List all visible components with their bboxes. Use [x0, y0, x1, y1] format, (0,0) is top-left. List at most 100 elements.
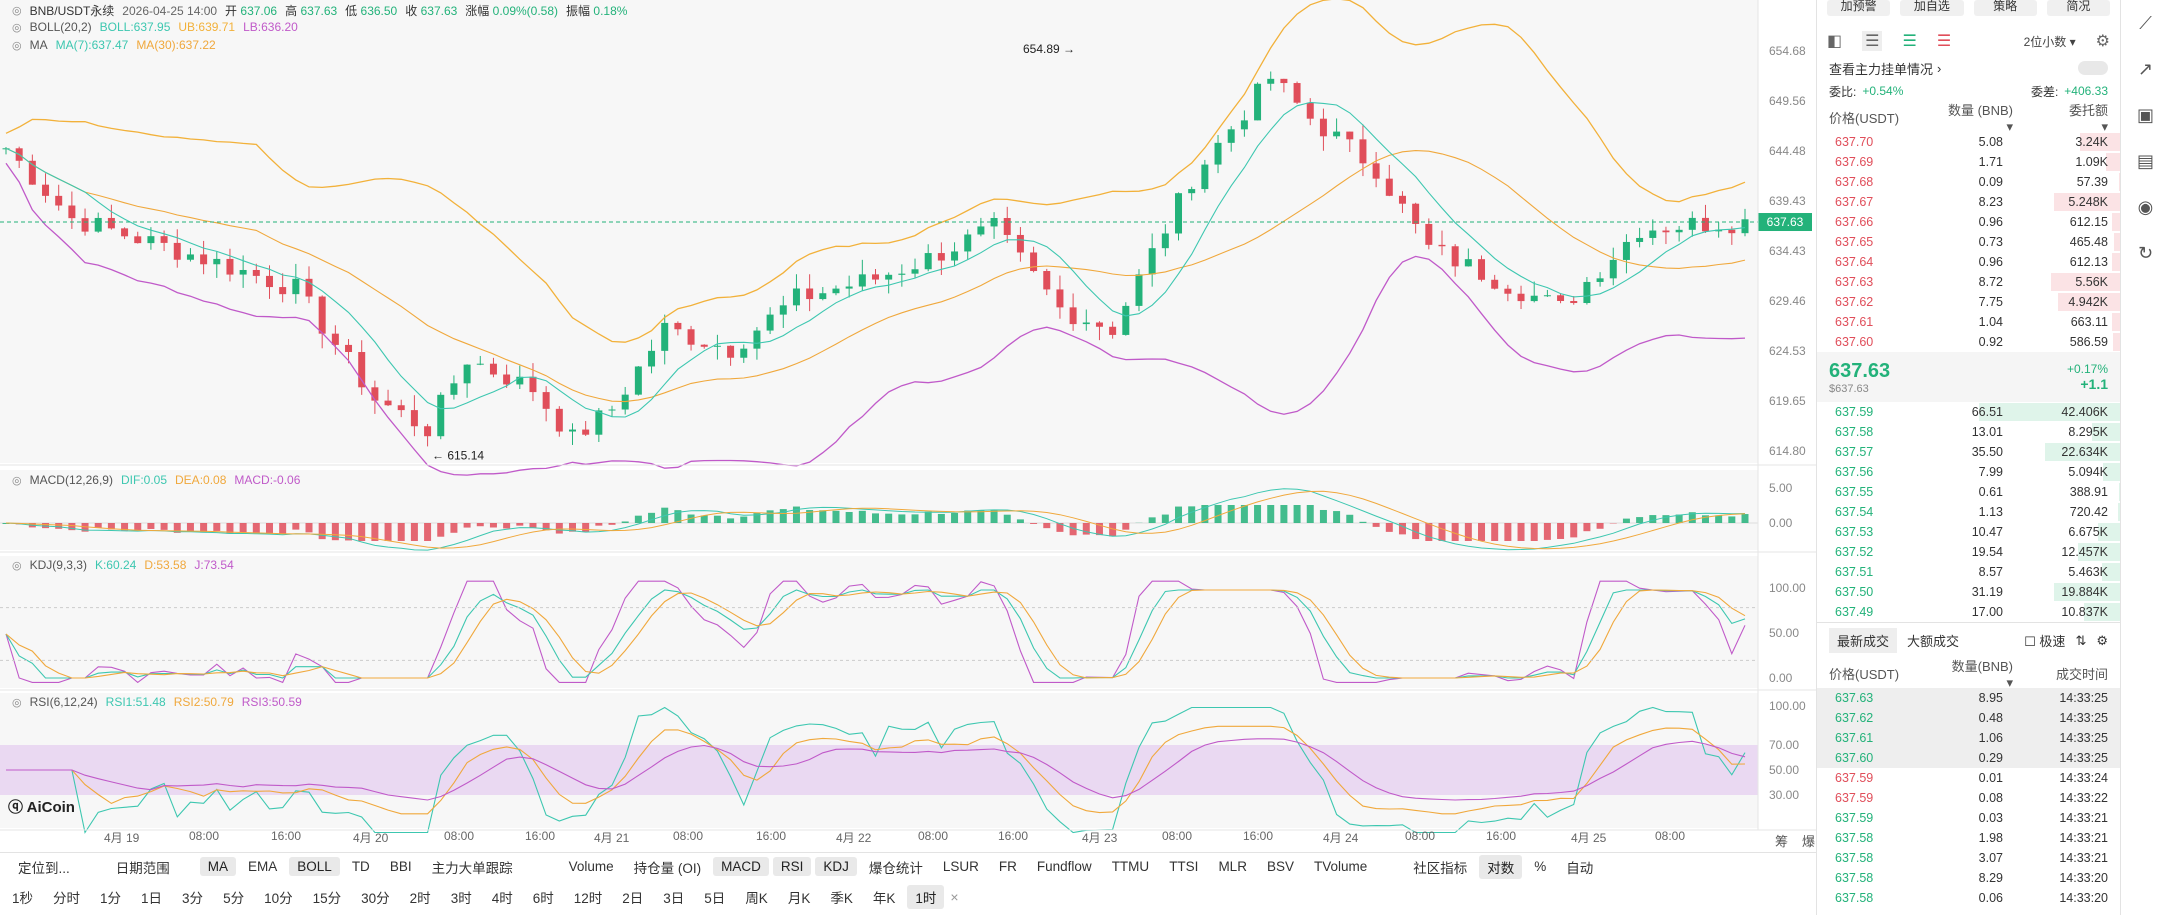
- bid-row[interactable]: 637.51 8.57 5.463K: [1817, 562, 2120, 582]
- indicator-17[interactable]: TTMU: [1111, 859, 1150, 874]
- interval-12[interactable]: 6时: [532, 891, 554, 906]
- macd-label[interactable]: MACD(12,26,9): [29, 473, 113, 487]
- indicator-15[interactable]: FR: [998, 859, 1017, 874]
- eye-icon[interactable]: ◎: [12, 39, 22, 52]
- col-qty[interactable]: 数量 (BNB) ▾: [1921, 100, 2013, 135]
- interval-14[interactable]: 2日: [622, 891, 644, 906]
- eye-icon[interactable]: ◎: [12, 559, 22, 572]
- bid-row[interactable]: 637.58 13.01 8.295K: [1817, 422, 2120, 442]
- interval-21[interactable]: 1时: [907, 885, 945, 909]
- fast-checkbox[interactable]: ☐ 极速: [2024, 634, 2066, 649]
- depth-link[interactable]: 查看主力挂单情况: [1829, 61, 1934, 77]
- indicator-2[interactable]: MA: [199, 857, 237, 876]
- interval-2[interactable]: 1分: [100, 891, 122, 906]
- ask-row[interactable]: 637.70 5.08 3.24K: [1817, 132, 2120, 152]
- indicator-16[interactable]: Fundflow: [1036, 859, 1092, 874]
- eye-icon[interactable]: ◎: [12, 21, 22, 34]
- interval-1[interactable]: 分时: [53, 891, 81, 906]
- indicator-0[interactable]: 定位到...: [18, 860, 70, 876]
- interval-5[interactable]: 5分: [223, 891, 245, 906]
- indicator-10[interactable]: MACD: [713, 857, 769, 876]
- interval-4[interactable]: 3分: [182, 891, 204, 906]
- indicator-13[interactable]: 爆仓统计: [868, 860, 923, 876]
- ask-row[interactable]: 637.62 7.75 4.942K: [1817, 292, 2120, 312]
- ask-row[interactable]: 637.66 0.96 612.15: [1817, 212, 2120, 232]
- bookmark-icon[interactable]: ◧: [1827, 33, 1843, 50]
- indicator-21[interactable]: TVolume: [1313, 859, 1368, 874]
- ask-row[interactable]: 637.60 0.92 586.59: [1817, 332, 2120, 352]
- ask-row[interactable]: 637.63 8.72 5.56K: [1817, 272, 2120, 292]
- col-total[interactable]: 委托额 ▾: [2013, 100, 2120, 135]
- interval-7[interactable]: 15分: [312, 891, 342, 906]
- bid-row[interactable]: 637.57 35.50 22.634K: [1817, 442, 2120, 462]
- ask-row[interactable]: 637.68 0.09 57.39: [1817, 172, 2120, 192]
- indicator-12[interactable]: KDJ: [815, 857, 857, 876]
- price-chart[interactable]: 637.63 654.89 → ← 615.14: [0, 0, 1816, 850]
- asks-only-icon[interactable]: ☰: [1936, 33, 1952, 50]
- action-button-2[interactable]: 策略: [1973, 0, 2037, 16]
- boll-label[interactable]: BOLL(20,2): [29, 20, 92, 34]
- interval-19[interactable]: 季K: [830, 891, 853, 906]
- indicator-22[interactable]: 社区指标: [1413, 860, 1468, 876]
- interval-11[interactable]: 4时: [491, 891, 513, 906]
- indicator-5[interactable]: TD: [351, 859, 370, 874]
- calendar-icon[interactable]: ▤: [2136, 150, 2154, 171]
- interval-16[interactable]: 5日: [704, 891, 726, 906]
- interval-0[interactable]: 1秒: [12, 891, 34, 906]
- liquidation-axis-button[interactable]: 爆: [1802, 834, 1816, 849]
- robot-icon[interactable]: ◉: [2137, 196, 2154, 217]
- indicator-20[interactable]: BSV: [1266, 859, 1294, 874]
- eye-icon[interactable]: ◎: [12, 5, 22, 17]
- bid-row[interactable]: 637.56 7.99 5.094K: [1817, 462, 2120, 482]
- eye-icon[interactable]: ◎: [12, 696, 22, 709]
- indicator-24[interactable]: %: [1534, 859, 1547, 874]
- interval-6[interactable]: 10分: [264, 891, 293, 906]
- ask-row[interactable]: 637.64 0.96 612.13: [1817, 252, 2120, 272]
- ask-row[interactable]: 637.61 1.04 663.11: [1817, 312, 2120, 332]
- action-button-1[interactable]: 加自选: [1900, 0, 1964, 16]
- refresh-icon[interactable]: ↻: [2137, 242, 2154, 263]
- indicator-25[interactable]: 自动: [1566, 860, 1594, 876]
- action-button-0[interactable]: 加预警: [1827, 0, 1891, 16]
- rsi-label[interactable]: RSI(6,12,24): [29, 695, 98, 709]
- precision-select[interactable]: 2位小数 ▾: [2023, 34, 2076, 49]
- chart-area[interactable]: 637.63 654.89 → ← 615.14 ◎ BNB/USDT永续 2026…: [0, 0, 1816, 850]
- indicator-6[interactable]: BBI: [389, 859, 412, 874]
- trend-icon[interactable]: ↗: [2137, 58, 2154, 79]
- indicator-3[interactable]: EMA: [248, 859, 278, 874]
- settings-icon[interactable]: ⚙: [2095, 33, 2110, 50]
- indicator-7[interactable]: 主力大单跟踪: [431, 860, 513, 876]
- indicator-14[interactable]: LSUR: [942, 859, 979, 874]
- bid-row[interactable]: 637.52 19.54 12.457K: [1817, 542, 2120, 562]
- price-panel[interactable]: [0, 0, 1758, 463]
- eye-icon[interactable]: ◎: [12, 474, 22, 487]
- trade-col-qty[interactable]: 数量(BNB) ▾: [1921, 656, 2013, 691]
- interval-3[interactable]: 1日: [141, 891, 163, 906]
- indicator-23[interactable]: 对数: [1479, 854, 1523, 879]
- bid-row[interactable]: 637.53 10.47 6.675K: [1817, 522, 2120, 542]
- chart-icon[interactable]: ▣: [2136, 104, 2154, 125]
- indicator-19[interactable]: MLR: [1218, 859, 1247, 874]
- action-button-3[interactable]: 简况: [2046, 0, 2110, 16]
- ask-row[interactable]: 637.65 0.73 465.48: [1817, 232, 2120, 252]
- bid-row[interactable]: 637.55 0.61 388.91: [1817, 482, 2120, 502]
- interval-13[interactable]: 12时: [573, 891, 603, 906]
- indicator-11[interactable]: RSI: [772, 857, 812, 876]
- tab-large-trades[interactable]: 大额成交: [1907, 634, 1960, 649]
- interval-8[interactable]: 30分: [361, 891, 390, 906]
- interval-18[interactable]: 月K: [787, 891, 811, 906]
- bid-row[interactable]: 637.50 31.19 19.884K: [1817, 582, 2120, 602]
- interval-20[interactable]: 年K: [872, 891, 896, 906]
- tab-latest-trades[interactable]: 最新成交: [1829, 628, 1898, 653]
- interval-9[interactable]: 2时: [409, 891, 431, 906]
- trade-settings-icon[interactable]: ⚙: [2096, 632, 2108, 648]
- bid-row[interactable]: 637.49 17.00 10.837K: [1817, 602, 2120, 622]
- both-sides-icon[interactable]: ☰: [1862, 31, 1883, 51]
- indicator-1[interactable]: 日期范围: [115, 860, 170, 876]
- bid-row[interactable]: 637.59 66.51 42.406K: [1817, 402, 2120, 422]
- interval-15[interactable]: 3日: [663, 891, 685, 906]
- indicator-8[interactable]: Volume: [568, 859, 614, 874]
- depth-toggle[interactable]: [2078, 61, 2108, 75]
- bids-only-icon[interactable]: ☰: [1902, 33, 1917, 50]
- ask-row[interactable]: 637.69 1.71 1.09K: [1817, 152, 2120, 172]
